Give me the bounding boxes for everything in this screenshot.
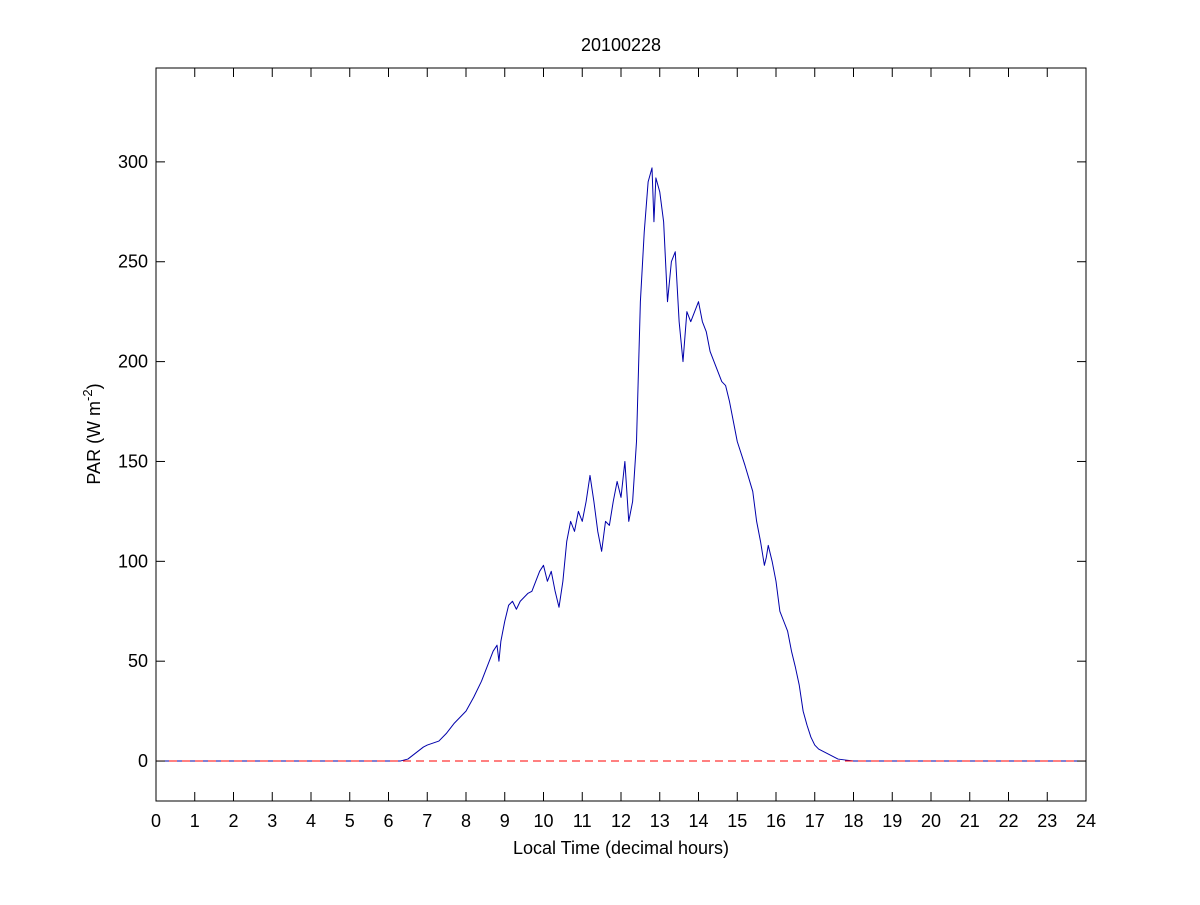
y-axis-label: PAR (W m-2) <box>80 383 104 484</box>
x-tick-label: 5 <box>345 811 355 831</box>
x-tick-label: 15 <box>727 811 747 831</box>
y-tick-label: 200 <box>118 352 148 372</box>
x-tick-label: 4 <box>306 811 316 831</box>
x-tick-label: 0 <box>151 811 161 831</box>
x-tick-label: 14 <box>688 811 708 831</box>
x-tick-label: 18 <box>843 811 863 831</box>
x-tick-label: 3 <box>267 811 277 831</box>
x-tick-label: 9 <box>500 811 510 831</box>
chart-title: 20100228 <box>581 35 661 55</box>
series-layer <box>156 167 1086 762</box>
y-axis-label-main: PAR (W m <box>84 401 104 485</box>
y-tick-label: 300 <box>118 152 148 172</box>
par-series-line <box>156 167 1086 762</box>
y-tick-label: 250 <box>118 252 148 272</box>
x-tick-label: 1 <box>190 811 200 831</box>
y-tick-label: 50 <box>128 651 148 671</box>
y-tick-label: 150 <box>118 451 148 471</box>
x-tick-label: 22 <box>998 811 1018 831</box>
x-tick-label: 21 <box>960 811 980 831</box>
plot-area <box>156 68 1086 801</box>
x-tick-label: 11 <box>573 811 592 831</box>
x-tick-label: 2 <box>228 811 238 831</box>
x-tick-label: 24 <box>1076 811 1096 831</box>
y-axis-label-superscript: -2 <box>80 389 95 401</box>
x-axis-label: Local Time (decimal hours) <box>513 838 729 858</box>
x-tick-label: 23 <box>1037 811 1057 831</box>
tick-layer: 0 1 2 3 4 5 6 7 8 9 10 11 12 13 14 15 16 17 18 19 20 21 22 23 24… <box>118 68 1096 831</box>
x-tick-label: 16 <box>766 811 786 831</box>
x-tick-label: 7 <box>422 811 432 831</box>
x-tick-label: 19 <box>882 811 902 831</box>
y-axis-label-close: ) <box>84 383 104 389</box>
x-tick-label: 10 <box>533 811 553 831</box>
x-tick-label: 12 <box>611 811 631 831</box>
x-tick-label: 8 <box>461 811 471 831</box>
y-tick-label: 100 <box>118 551 148 571</box>
y-tick-label: 0 <box>138 751 148 771</box>
x-tick-label: 20 <box>921 811 941 831</box>
x-tick-label: 17 <box>805 811 825 831</box>
x-tick-label: 13 <box>650 811 670 831</box>
x-tick-label: 6 <box>383 811 393 831</box>
